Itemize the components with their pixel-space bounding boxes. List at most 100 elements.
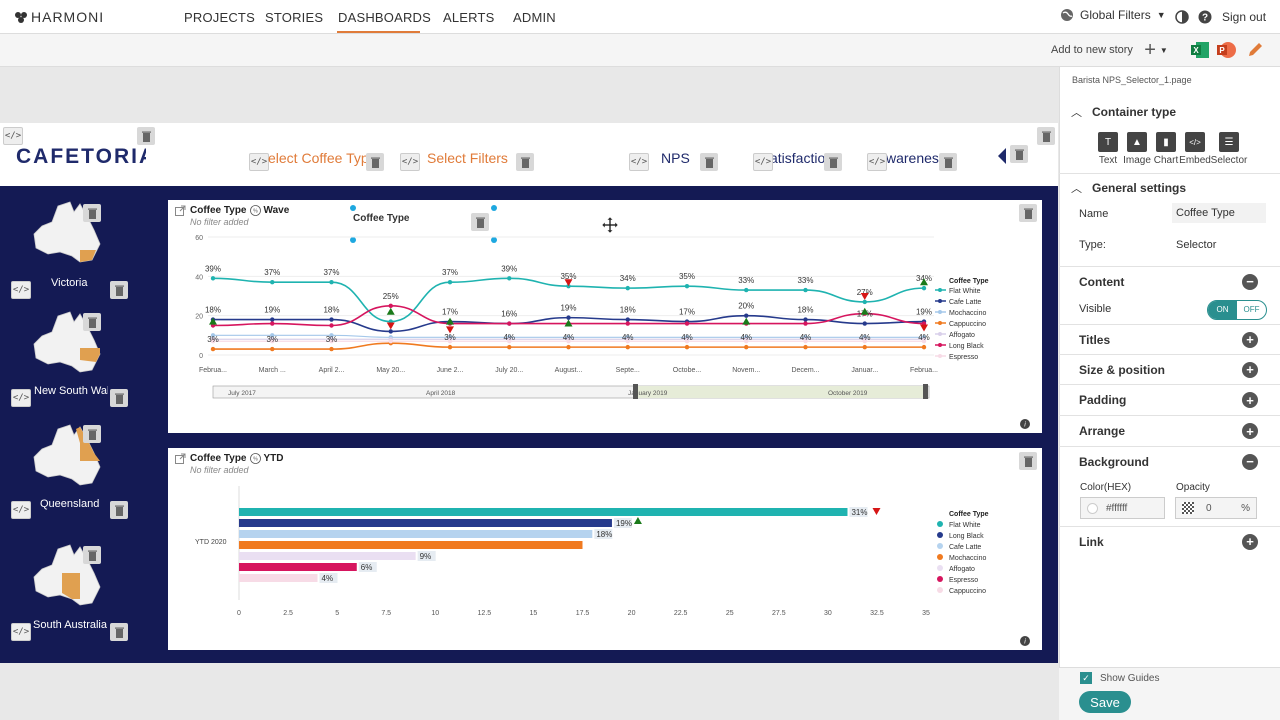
opacity-input[interactable]: 0% <box>1175 497 1257 519</box>
code-icon[interactable]: </> <box>867 153 887 171</box>
legend-marker <box>938 299 942 303</box>
resize-handle[interactable] <box>350 205 356 211</box>
nav-stories[interactable]: STORIES <box>265 10 324 25</box>
data-label: 18% <box>596 530 612 539</box>
container-type-header[interactable]: ︿ Container type <box>1071 105 1177 119</box>
type-chart-button[interactable]: ▮ Chart <box>1151 132 1181 166</box>
general-settings-header[interactable]: ︿ General settings <box>1059 173 1280 201</box>
data-label: 34% <box>620 274 636 283</box>
nav-alerts[interactable]: ALERTS <box>443 10 495 25</box>
x-tick-label: 20 <box>628 610 636 617</box>
code-icon[interactable]: </> <box>400 153 420 171</box>
nps-text[interactable]: NPS <box>661 150 690 166</box>
trash-icon[interactable] <box>137 127 155 145</box>
add-to-story-label[interactable]: Add to new story <box>1051 44 1133 56</box>
trash-icon[interactable] <box>824 153 842 171</box>
data-point <box>744 344 749 350</box>
trash-icon[interactable] <box>110 281 128 299</box>
data-label: 19% <box>916 308 932 317</box>
global-filters-dropdown[interactable]: Global Filters ▼ <box>1060 8 1166 22</box>
data-point <box>803 321 808 326</box>
info-icon[interactable]: i <box>1020 419 1030 429</box>
contrast-icon[interactable] <box>1175 10 1189 24</box>
code-icon[interactable]: </> <box>3 127 23 145</box>
content-section-header[interactable]: Content − <box>1059 266 1280 296</box>
trash-icon[interactable] <box>110 501 128 519</box>
nav-dashboards[interactable]: DASHBOARDS <box>338 10 432 25</box>
selector-label[interactable]: Coffee Type <box>353 213 410 224</box>
trash-icon[interactable] <box>1019 204 1037 222</box>
move-icon[interactable] <box>601 216 619 234</box>
resize-handle[interactable] <box>350 237 356 243</box>
data-label: 3% <box>266 335 278 344</box>
trash-icon[interactable] <box>110 389 128 407</box>
code-icon[interactable]: </> <box>629 153 649 171</box>
show-guides-checkbox[interactable]: ✓ <box>1080 672 1092 684</box>
titles-section-header[interactable]: Titles + <box>1059 324 1280 354</box>
nav-admin[interactable]: ADMIN <box>513 10 556 25</box>
padding-section-header[interactable]: Padding + <box>1059 384 1280 415</box>
help-icon[interactable]: ? <box>1198 10 1212 24</box>
wave-chart-title: Coffee Type % Wave <box>190 205 289 216</box>
save-button[interactable]: Save <box>1079 691 1131 713</box>
trash-icon[interactable] <box>110 623 128 641</box>
name-label: Name <box>1079 208 1109 220</box>
name-input[interactable]: Coffee Type <box>1172 203 1266 223</box>
date-range-slider[interactable]: July 2017 April 2018 January 2019 Octobe… <box>212 384 930 399</box>
trash-icon[interactable] <box>83 313 101 331</box>
trash-icon[interactable] <box>1010 145 1028 163</box>
code-icon[interactable]: </> <box>11 623 31 641</box>
trash-icon[interactable] <box>83 204 101 222</box>
visible-toggle[interactable]: ON OFF <box>1207 300 1267 320</box>
data-label: 31% <box>851 508 867 517</box>
trash-icon[interactable] <box>700 153 718 171</box>
awareness-text[interactable]: wareness <box>886 150 940 166</box>
trash-icon[interactable] <box>83 546 101 564</box>
info-icon[interactable]: i <box>1020 636 1030 646</box>
trash-icon[interactable] <box>83 425 101 443</box>
size-position-section-header[interactable]: Size & position + <box>1059 354 1280 384</box>
type-image-button[interactable]: ▲ Image <box>1122 132 1152 166</box>
type-embed-button[interactable]: </> Embed <box>1179 132 1211 166</box>
background-section-header[interactable]: Background − <box>1059 446 1280 476</box>
link-section-header[interactable]: Link + <box>1059 526 1280 556</box>
select-filters-text[interactable]: Select Filters <box>427 150 508 166</box>
resize-handle[interactable] <box>491 237 497 243</box>
x-tick-label: Septe... <box>616 367 640 374</box>
map-label-nsw: New South Wale <box>34 385 108 397</box>
sign-out-link[interactable]: Sign out <box>1222 10 1267 24</box>
arrange-section-header[interactable]: Arrange + <box>1059 415 1280 446</box>
code-icon[interactable]: </> <box>11 281 31 299</box>
type-text-button[interactable]: T Text <box>1093 132 1123 166</box>
legend-marker <box>937 554 943 560</box>
code-icon[interactable]: </> <box>11 389 31 407</box>
x-tick-label: 17.5 <box>576 610 590 617</box>
code-icon[interactable]: </> <box>753 153 773 171</box>
data-point <box>270 280 275 285</box>
trash-icon[interactable] <box>471 213 489 231</box>
expand-icon[interactable] <box>175 205 186 216</box>
minus-icon: − <box>1242 453 1258 470</box>
satisfaction-text[interactable]: atisfactio <box>770 150 824 166</box>
x-tick-label: Februa... <box>910 367 938 374</box>
trash-icon[interactable] <box>1037 127 1055 145</box>
resize-handle[interactable] <box>491 205 497 211</box>
edit-pencil-icon[interactable] <box>1246 41 1264 59</box>
select-coffee-type-text[interactable]: elect Coffee Typ <box>268 150 366 166</box>
map-label-south-australia: South Australia <box>33 619 107 631</box>
trash-icon[interactable] <box>939 153 957 171</box>
trash-icon[interactable] <box>1019 452 1037 470</box>
app-logo[interactable]: HARMONI <box>14 9 104 25</box>
expand-icon[interactable] <box>175 453 186 464</box>
up-arrow-icon <box>209 317 217 325</box>
color-hex-input[interactable]: #ffffff <box>1080 497 1165 519</box>
add-dropdown-button[interactable]: + ▼ <box>1138 39 1174 61</box>
nav-projects[interactable]: PROJECTS <box>184 10 255 25</box>
type-selector-button[interactable]: ☰ Selector <box>1211 132 1247 166</box>
powerpoint-icon[interactable]: P <box>1216 41 1236 59</box>
code-icon[interactable]: </> <box>11 501 31 519</box>
excel-icon[interactable]: X <box>1190 41 1210 59</box>
trash-icon[interactable] <box>516 153 534 171</box>
trash-icon[interactable] <box>366 153 384 171</box>
code-icon[interactable]: </> <box>249 153 269 171</box>
